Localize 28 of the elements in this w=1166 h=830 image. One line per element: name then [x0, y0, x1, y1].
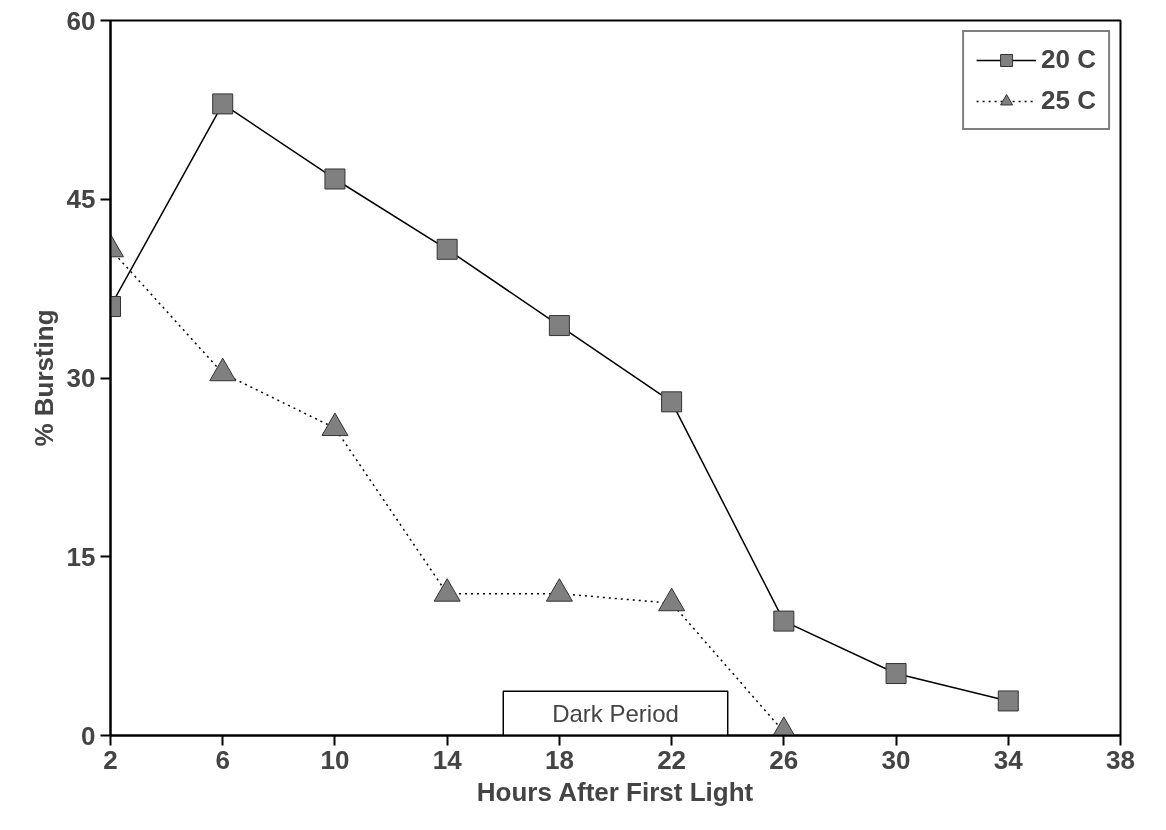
x-tick-label: 10: [320, 744, 350, 775]
point: [212, 93, 234, 115]
y-tick-label: 30: [66, 363, 96, 393]
point: [433, 578, 461, 602]
x-tick-label: 2: [103, 744, 118, 775]
y-tick-label: 0: [81, 720, 96, 751]
band-label: Dark Period: [552, 699, 679, 727]
legend-label: 25 C: [1041, 85, 1096, 116]
x-tick-label: 30: [881, 744, 911, 775]
point: [658, 587, 686, 612]
y-tick-label: 45: [66, 184, 96, 215]
point: [545, 578, 573, 602]
x-tick-label: 26: [769, 744, 799, 775]
point: [548, 315, 570, 337]
x-tick-label: 6: [215, 744, 230, 775]
point: [324, 168, 346, 190]
y-axis-title: % Bursting: [28, 309, 59, 447]
x-tick-label: 18: [544, 744, 574, 775]
x-axis-title: Hours After First Light: [476, 776, 754, 807]
y-tick-label: 15: [66, 541, 96, 572]
x-tick-label: 38: [1106, 744, 1135, 775]
point: [436, 238, 458, 260]
x-tick-label: 14: [432, 744, 463, 775]
point: [321, 412, 349, 437]
x-tick-label: 34: [993, 744, 1024, 775]
legend-label: 20 C: [1041, 44, 1096, 75]
y-tick-label: 60: [66, 5, 96, 36]
x-tick-label: 22: [657, 744, 687, 775]
